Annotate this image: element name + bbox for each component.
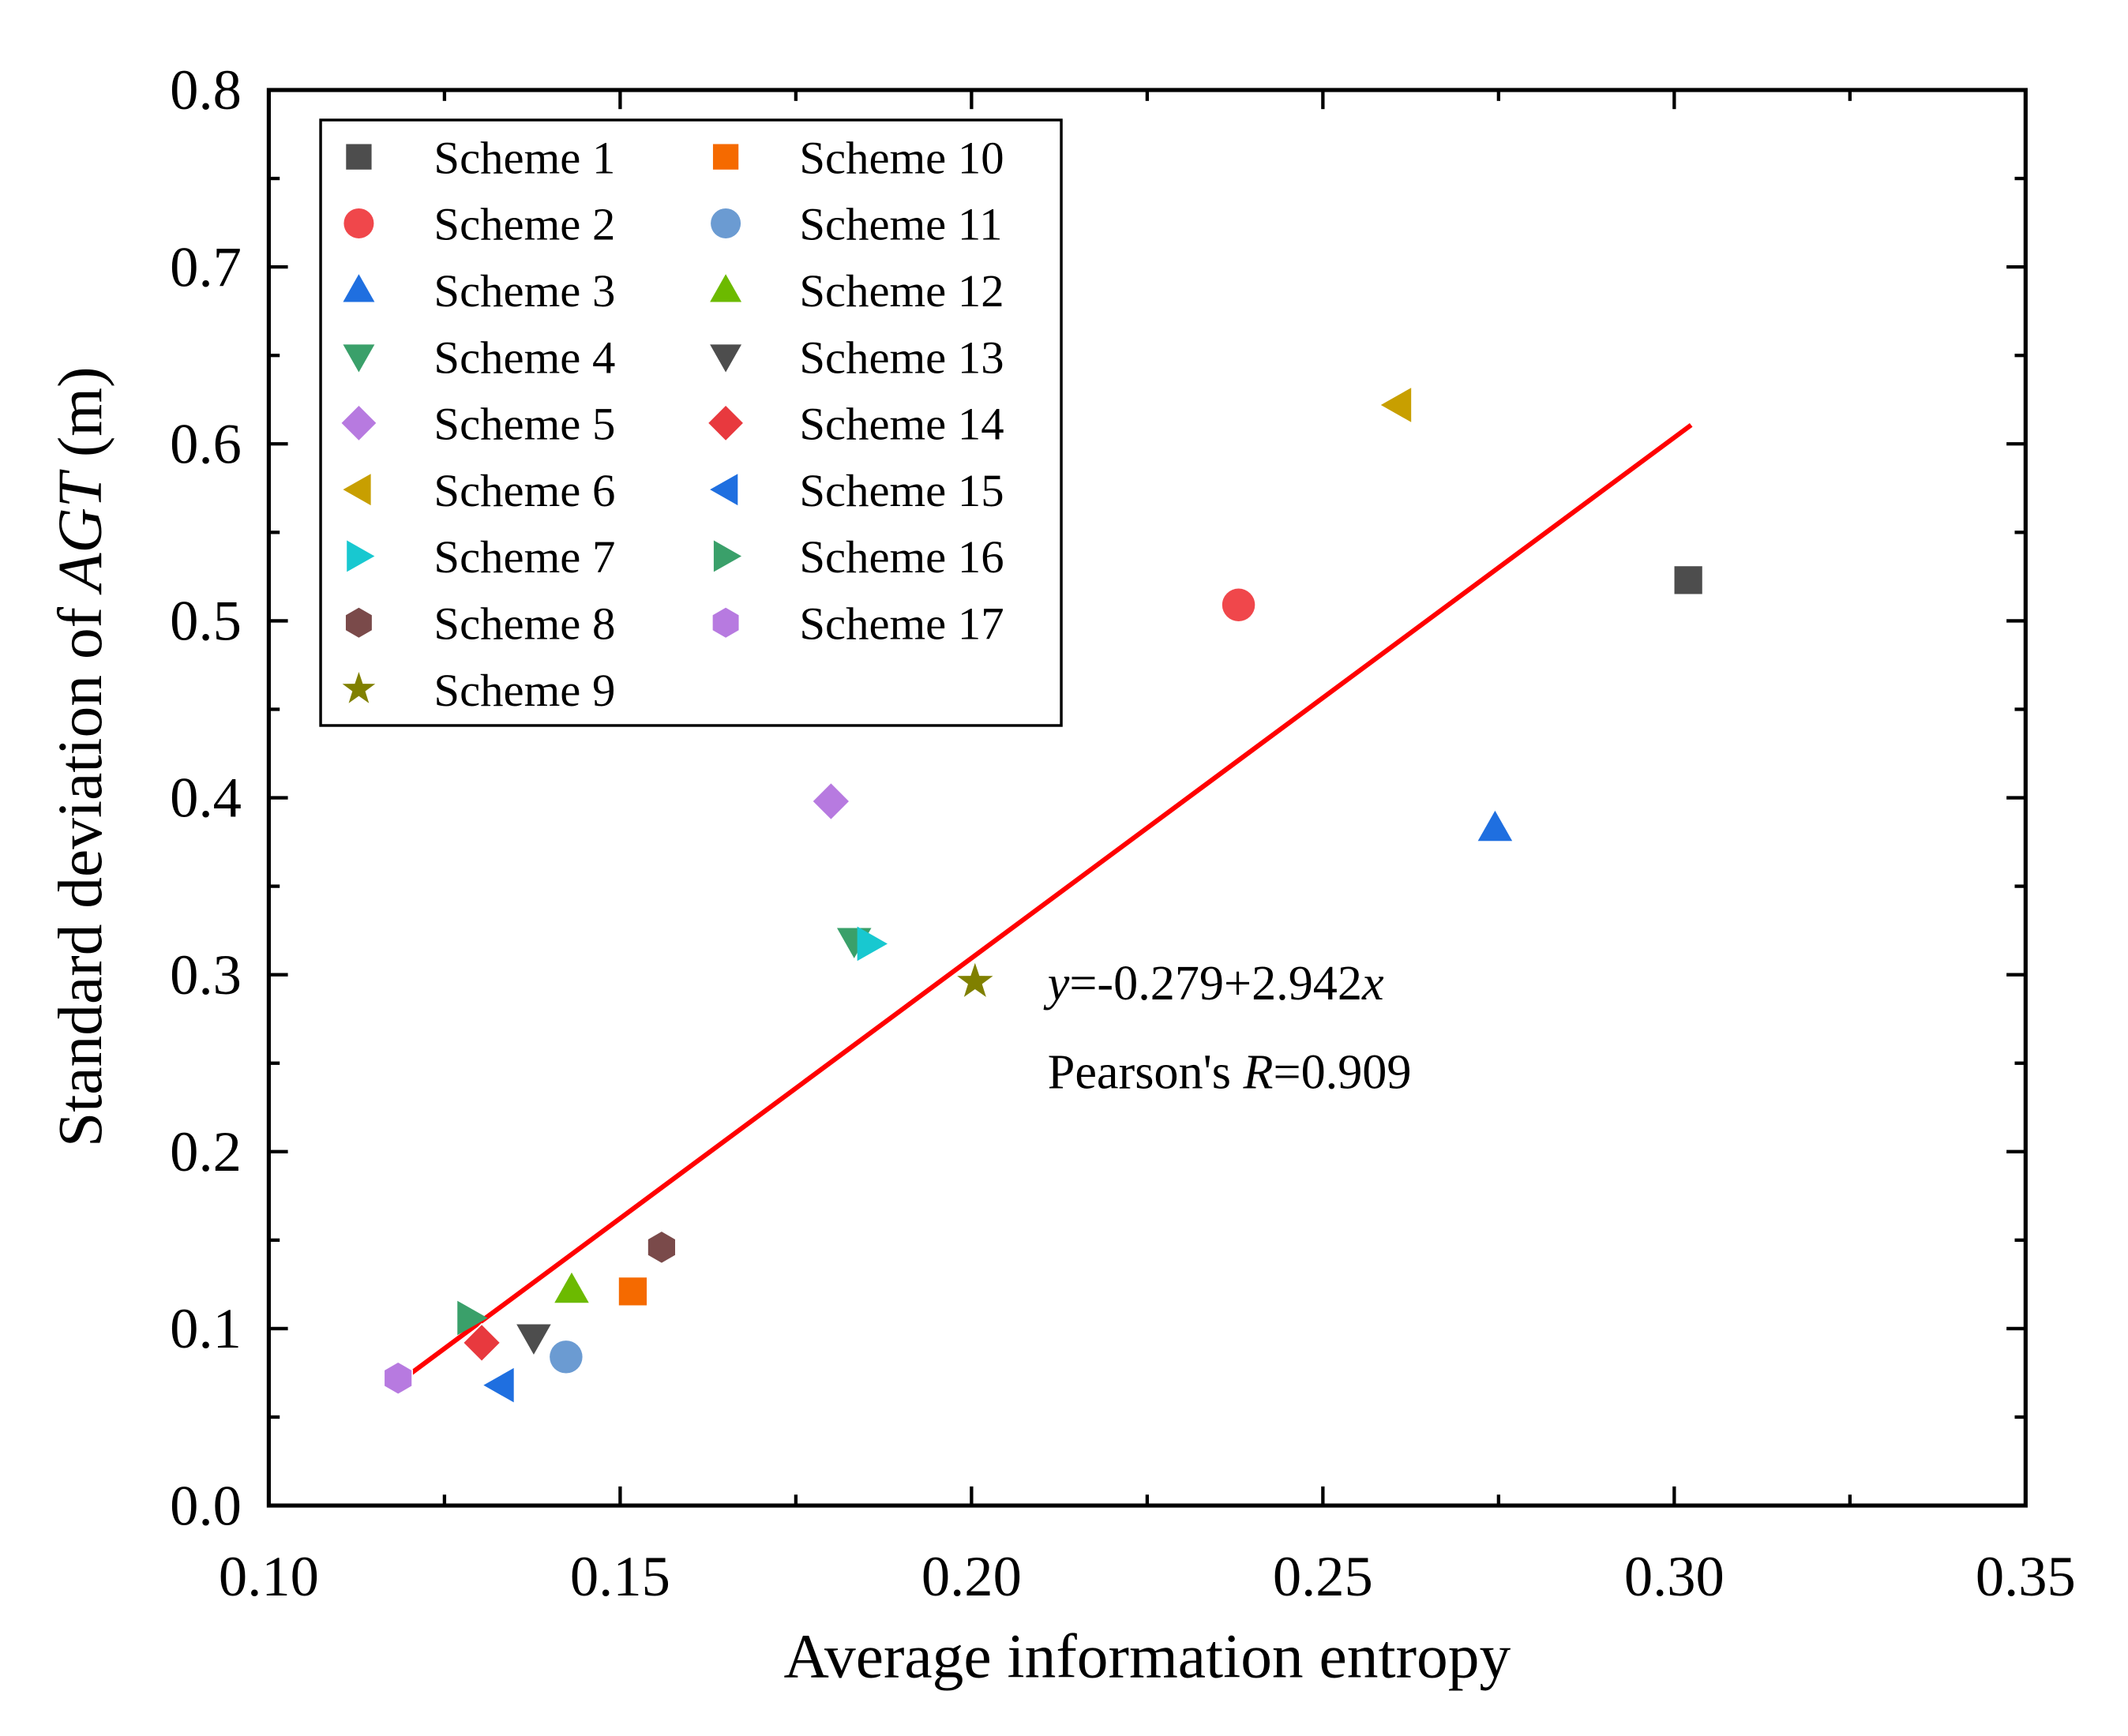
legend-marker-scheme-9 (342, 672, 376, 703)
legend-label-scheme-4: Scheme 4 (433, 332, 615, 383)
legend-label-scheme-14: Scheme 14 (799, 399, 1004, 450)
legend-marker-scheme-7 (347, 540, 375, 572)
data-point-scheme-8 (647, 1230, 677, 1265)
y-tick-label: 0.3 (170, 943, 242, 1007)
data-point-scheme-10 (618, 1277, 647, 1306)
y-tick-label: 0.5 (170, 589, 242, 653)
legend-marker-scheme-2 (343, 208, 374, 238)
legend-marker-scheme-17 (712, 607, 739, 638)
equation-annotation: y=-0.279+2.942x (1043, 957, 1384, 1010)
legend-marker-scheme-14 (708, 405, 743, 441)
legend-label-scheme-1: Scheme 1 (433, 132, 615, 183)
data-point-scheme-7 (857, 926, 888, 962)
y-tick-label: 0.4 (170, 766, 242, 830)
data-point-scheme-5 (811, 781, 851, 822)
legend-marker-scheme-5 (341, 405, 377, 441)
legend-marker-scheme-10 (712, 144, 739, 170)
data-point-scheme-13 (516, 1324, 551, 1355)
legend-label-scheme-8: Scheme 8 (433, 598, 615, 649)
x-axis-label: Average information entropy (784, 1622, 1511, 1692)
legend-marker-scheme-3 (343, 274, 375, 302)
legend-marker-scheme-15 (710, 474, 738, 506)
legend-marker-scheme-6 (343, 474, 371, 506)
data-point-scheme-6 (1380, 388, 1412, 422)
y-tick-label: 0.2 (170, 1119, 242, 1183)
legend-marker-scheme-8 (345, 607, 372, 638)
legend-marker-scheme-13 (710, 344, 742, 373)
legend-label-scheme-13: Scheme 13 (799, 332, 1004, 383)
x-tick-label: 0.10 (219, 1544, 319, 1608)
legend-marker-scheme-1 (346, 144, 372, 170)
regression-line (396, 422, 1693, 1385)
legend-marker-scheme-16 (713, 540, 742, 572)
y-tick-label: 0.8 (170, 58, 242, 122)
y-tick-label: 0.0 (170, 1473, 242, 1537)
pearson-annotation: Pearson's R=0.909 (1048, 1045, 1412, 1099)
data-point-scheme-14 (462, 1322, 502, 1363)
legend-label-scheme-6: Scheme 6 (433, 465, 615, 516)
y-tick-label: 0.7 (170, 234, 242, 298)
legend-marker-scheme-4 (343, 344, 375, 373)
data-point-scheme-17 (383, 1360, 413, 1396)
y-axis-label: Standard deviation of AGT (m) (46, 366, 115, 1147)
legend-label-scheme-15: Scheme 15 (799, 465, 1004, 516)
x-tick-label: 0.15 (570, 1544, 670, 1608)
data-point-scheme-9 (957, 962, 993, 997)
legend-label-scheme-3: Scheme 3 (433, 265, 615, 317)
x-tick-label: 0.35 (1976, 1544, 2076, 1608)
y-tick-label: 0.6 (170, 411, 242, 475)
legend-label-scheme-9: Scheme 9 (433, 665, 615, 716)
legend-label-scheme-2: Scheme 2 (433, 199, 615, 250)
legend-label-scheme-12: Scheme 12 (799, 265, 1004, 317)
legend-label-scheme-17: Scheme 17 (799, 598, 1004, 649)
x-tick-label: 0.25 (1273, 1544, 1373, 1608)
data-point-scheme-2 (1222, 588, 1255, 621)
data-point-scheme-3 (1477, 810, 1513, 842)
x-tick-label: 0.20 (921, 1544, 1022, 1608)
data-point-scheme-15 (483, 1367, 514, 1403)
data-point-scheme-1 (1674, 566, 1702, 594)
data-point-scheme-12 (554, 1272, 589, 1303)
data-point-scheme-11 (550, 1340, 583, 1374)
legend-label-scheme-7: Scheme 7 (433, 531, 615, 583)
y-tick-label: 0.1 (170, 1296, 242, 1360)
legend-label-scheme-16: Scheme 16 (799, 531, 1004, 583)
legend-label-scheme-10: Scheme 10 (799, 132, 1004, 183)
legend-marker-scheme-12 (710, 274, 742, 302)
legend-label-scheme-11: Scheme 11 (799, 199, 1002, 250)
legend-marker-scheme-11 (711, 208, 741, 238)
data-point-scheme-16 (457, 1300, 488, 1336)
x-tick-label: 0.30 (1624, 1544, 1725, 1608)
legend-label-scheme-5: Scheme 5 (433, 399, 615, 450)
legend-box (319, 118, 1063, 727)
